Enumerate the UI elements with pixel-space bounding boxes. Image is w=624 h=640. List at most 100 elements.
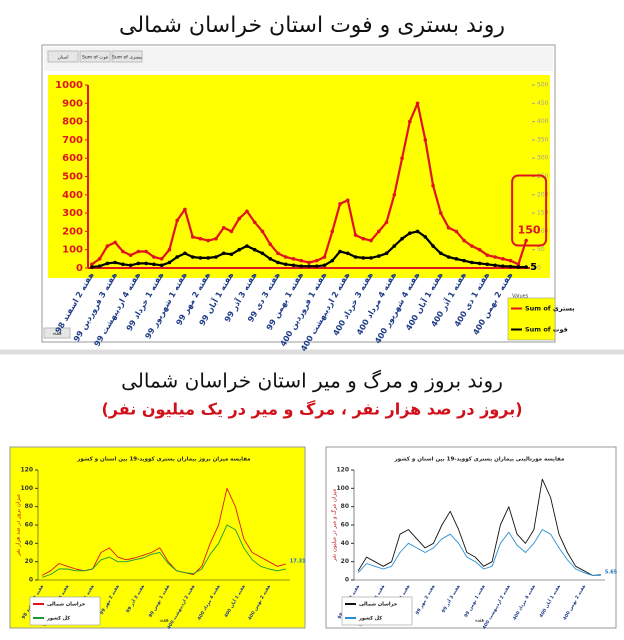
point	[183, 207, 187, 212]
legend	[29, 596, 101, 626]
point	[314, 264, 319, 268]
point	[299, 258, 304, 263]
series-line	[357, 478, 601, 576]
point	[175, 218, 179, 223]
y-tick-label: 40	[341, 540, 349, 547]
point	[90, 262, 94, 267]
point	[501, 257, 505, 261]
point	[299, 264, 304, 268]
field-button[interactable]	[111, 50, 143, 63]
point	[206, 238, 210, 243]
point	[276, 251, 280, 256]
point	[446, 225, 451, 230]
legend	[341, 596, 413, 626]
point	[113, 240, 117, 245]
point	[338, 249, 342, 254]
point	[322, 255, 327, 259]
y-tick-label: 300	[62, 208, 83, 219]
point	[128, 263, 133, 268]
point	[307, 264, 311, 268]
legend-label: Sum of بستری	[525, 305, 575, 313]
point	[268, 257, 273, 261]
point	[446, 255, 451, 259]
point	[454, 229, 459, 234]
point	[524, 265, 528, 269]
point	[268, 242, 273, 247]
field-button-label: Sum of فوت	[82, 55, 108, 61]
point	[330, 229, 335, 234]
axis-field-button[interactable]	[43, 327, 71, 339]
chart-title: مقایسه میزان بروز بیماران بستری کووید-19…	[76, 456, 250, 463]
y-tick-label: 120	[20, 467, 33, 474]
point	[175, 255, 179, 259]
point	[361, 256, 366, 260]
point	[485, 262, 490, 267]
field-button-label: استان	[57, 56, 68, 61]
point	[516, 262, 521, 267]
point	[90, 265, 94, 269]
y-axis-label: میزان مرگ و میر در میلیون نفر	[330, 489, 338, 562]
y-tick-label: 100	[62, 245, 83, 256]
data-label: 17.31	[290, 559, 306, 565]
point	[198, 256, 203, 260]
point	[408, 119, 412, 124]
point	[408, 231, 412, 236]
legend-label: کل کشور	[358, 616, 382, 622]
point	[493, 255, 497, 259]
values-label: Values	[512, 294, 529, 300]
point	[245, 244, 249, 248]
axis-field-label: هفته	[52, 331, 62, 337]
y2-tick-label: 400	[537, 118, 549, 125]
y-tick-label: 200	[62, 226, 83, 237]
point	[330, 258, 335, 263]
y-tick-label: 800	[62, 117, 83, 128]
point	[369, 256, 373, 260]
point	[431, 183, 435, 188]
point	[462, 258, 466, 263]
point	[314, 258, 319, 263]
point	[291, 263, 296, 268]
point	[237, 247, 242, 252]
y-tick-label: 900	[62, 98, 83, 109]
data-label: 150	[518, 224, 541, 237]
point	[229, 252, 234, 257]
point	[144, 261, 148, 266]
y2-tick-label: 50	[537, 246, 545, 253]
point	[159, 263, 164, 268]
point	[167, 260, 172, 265]
point	[229, 229, 234, 234]
data-label: 5.65	[605, 569, 618, 575]
point	[376, 254, 381, 258]
point	[167, 247, 172, 252]
y-tick-label: 100	[336, 485, 349, 492]
point	[105, 244, 110, 248]
legend-label: خراسان شمالی	[359, 602, 398, 608]
point	[400, 156, 404, 160]
point	[384, 251, 389, 256]
point	[338, 202, 342, 206]
point	[431, 244, 435, 248]
point	[136, 261, 141, 266]
point	[322, 263, 327, 268]
plot-area	[354, 470, 605, 580]
point	[423, 138, 428, 142]
y-tick-label: 100	[20, 485, 33, 492]
point	[121, 249, 125, 254]
point	[501, 264, 505, 268]
y-tick-label: 20	[341, 558, 349, 565]
point	[136, 249, 141, 254]
point	[214, 255, 218, 259]
y-tick-label: 700	[62, 135, 83, 146]
chart-title: روند بستری و فوت استان خراسان شمالی	[119, 13, 505, 38]
point	[477, 261, 482, 266]
legend-label: Sum of فوت	[525, 326, 568, 334]
field-button[interactable]	[47, 50, 79, 63]
field-button[interactable]	[79, 50, 111, 63]
y2-tick-label: 150	[537, 210, 549, 217]
legend-label: کل کشور	[46, 616, 70, 622]
point	[462, 238, 466, 243]
point	[97, 257, 102, 261]
y2-tick-label: 500	[537, 82, 549, 89]
point	[392, 193, 397, 197]
